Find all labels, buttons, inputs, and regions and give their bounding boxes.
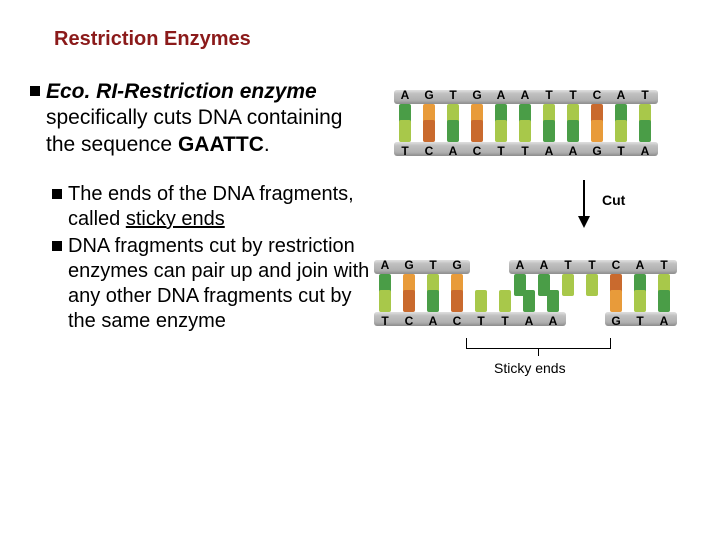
bullet-icon [52, 189, 62, 199]
base-label: T [581, 258, 603, 272]
cut-label: Cut [602, 192, 625, 208]
base-label: A [518, 314, 540, 328]
base-label: A [394, 88, 416, 102]
base-label: T [562, 88, 584, 102]
base-label: T [422, 258, 444, 272]
base-label: A [542, 314, 564, 328]
base-label: T [394, 144, 416, 158]
base-label: C [605, 258, 627, 272]
bullet-icon [30, 86, 40, 96]
base-label: T [514, 144, 536, 158]
bullet-icon [52, 241, 62, 251]
base-label: T [490, 144, 512, 158]
base-label: G [446, 258, 468, 272]
base-label: C [586, 88, 608, 102]
sticky-ends-label: Sticky ends [494, 360, 566, 376]
sub-bullet-underline: sticky ends [126, 208, 225, 230]
base-label: T [494, 314, 516, 328]
base-label: A [514, 88, 536, 102]
base-label: C [398, 314, 420, 328]
base-label: A [538, 144, 560, 158]
base-label: T [629, 314, 651, 328]
base-label: T [442, 88, 464, 102]
base-label: T [557, 258, 579, 272]
main-bullet-tail: GAATTC [178, 133, 264, 156]
base-label: A [374, 258, 396, 272]
base-label: T [634, 88, 656, 102]
base-label: C [446, 314, 468, 328]
base-label: G [586, 144, 608, 158]
base-label: A [562, 144, 584, 158]
base-label: A [533, 258, 555, 272]
base-label: A [629, 258, 651, 272]
base-label: A [653, 314, 675, 328]
cut-arrow-icon [574, 180, 594, 235]
base-label: A [634, 144, 656, 158]
base-label: G [418, 88, 440, 102]
main-bullet-lead: Eco. RI-Restriction enzyme [46, 80, 317, 103]
dna-diagram: AGTGAATTCATTCACTTAAGTACutAGTGTCACTTAAAAT… [374, 80, 674, 500]
base-label: A [610, 88, 632, 102]
base-label: T [653, 258, 675, 272]
base-label: A [509, 258, 531, 272]
base-label: C [466, 144, 488, 158]
base-label: T [538, 88, 560, 102]
base-label: A [442, 144, 464, 158]
base-label: A [490, 88, 512, 102]
base-label: G [398, 258, 420, 272]
slide-title: Restriction Enzymes [54, 28, 374, 51]
sub-bullets: The ends of the DNA fragments, called st… [52, 182, 374, 334]
base-label: G [466, 88, 488, 102]
base-label: A [422, 314, 444, 328]
sub-bullet-text: DNA fragments cut by restriction enzymes… [68, 235, 369, 332]
base-label: T [374, 314, 396, 328]
base-label: G [605, 314, 627, 328]
base-label: T [610, 144, 632, 158]
base-label: T [470, 314, 492, 328]
main-bullet: Eco. RI-Restriction enzyme specifically … [30, 79, 374, 158]
base-label: C [418, 144, 440, 158]
